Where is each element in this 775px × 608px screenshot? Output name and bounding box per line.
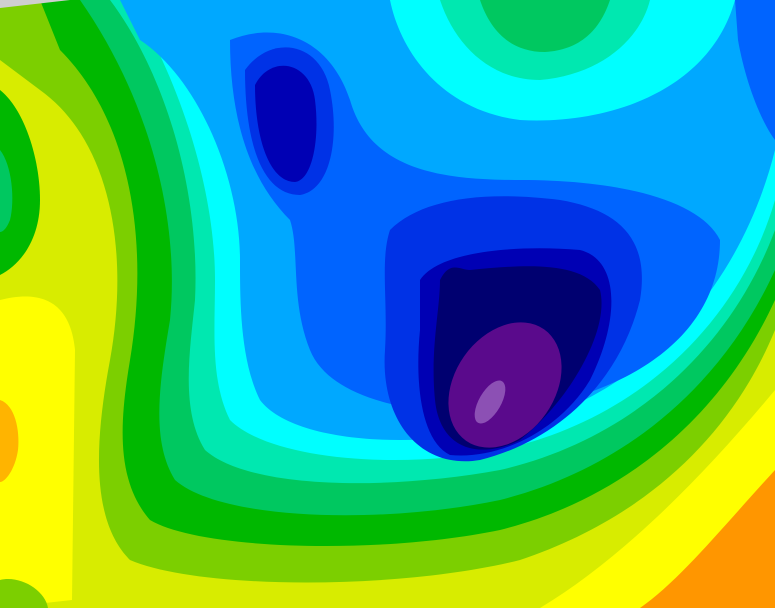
teal-spot-left (0, 150, 13, 232)
corner-gray-edge (0, 0, 70, 8)
dark-blue-upper-blob (255, 65, 317, 182)
yellow-band-left (0, 296, 75, 608)
orange-spot-left (0, 400, 19, 482)
green-strip-left (0, 90, 40, 275)
light-purple-core (474, 380, 506, 424)
blue-top-right (735, 0, 775, 140)
green-spot-bottom-left (0, 579, 48, 608)
orange-band-right (640, 470, 775, 608)
top-center-green (480, 0, 610, 52)
